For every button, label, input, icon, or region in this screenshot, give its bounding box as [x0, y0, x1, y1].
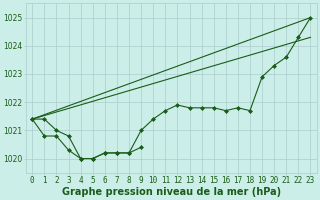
X-axis label: Graphe pression niveau de la mer (hPa): Graphe pression niveau de la mer (hPa): [62, 187, 281, 197]
